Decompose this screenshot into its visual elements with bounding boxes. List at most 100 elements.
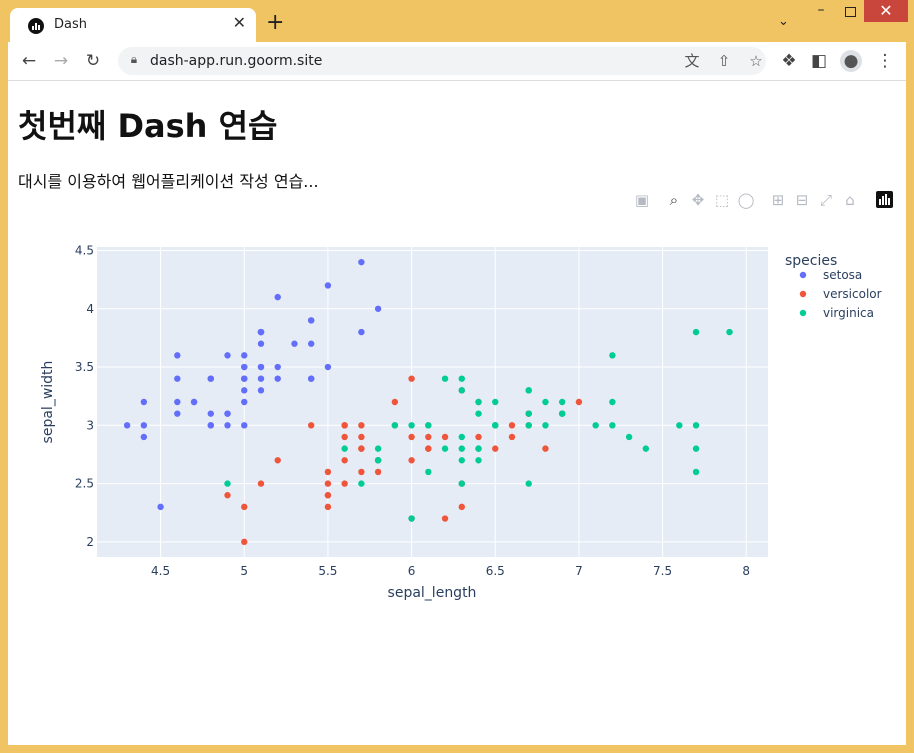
point-setosa[interactable] [307,340,315,347]
point-versicolor[interactable] [341,422,348,429]
point-virginica[interactable] [525,410,532,417]
point-versicolor[interactable] [508,422,516,429]
zoom-in-icon[interactable]: ⊞ [771,191,785,209]
pan-icon[interactable]: ✥ [691,191,705,209]
point-virginica[interactable] [408,515,415,522]
point-setosa[interactable] [257,375,265,382]
point-versicolor[interactable] [458,503,465,511]
point-virginica[interactable] [475,457,482,464]
reset-axes-icon[interactable]: ⌂ [845,191,855,209]
point-versicolor[interactable] [425,433,432,441]
side-panel-icon[interactable]: ◧ [810,51,828,71]
point-setosa[interactable] [274,363,281,371]
point-versicolor[interactable] [391,398,399,406]
point-setosa[interactable] [257,340,265,347]
zoom-out-icon[interactable]: ⊟ [795,191,809,209]
point-versicolor[interactable] [358,422,365,429]
minimize-icon[interactable]: – [817,2,825,18]
point-virginica[interactable] [475,410,482,417]
point-virginica[interactable] [408,422,415,429]
profile-icon[interactable]: ● [840,50,862,72]
point-virginica[interactable] [726,328,733,336]
menu-icon[interactable]: ⋮ [876,51,894,71]
back-icon[interactable]: ← [21,51,37,71]
point-setosa[interactable] [374,305,382,312]
point-setosa[interactable] [241,352,248,359]
lasso-icon[interactable]: ◯ [737,191,755,209]
point-versicolor[interactable] [324,468,332,476]
point-virginica[interactable] [492,398,499,406]
point-virginica[interactable] [475,398,482,406]
scatter-chart[interactable]: 4.5 5 5.5 6 6.5 7 7.5 8 2 2.5 3 3.5 4 4.5 sepal_leng… [8,81,906,601]
point-setosa[interactable] [207,375,214,382]
point-setosa[interactable] [307,375,315,382]
point-setosa[interactable] [140,433,148,441]
point-versicolor[interactable] [324,480,332,487]
plot-area[interactable] [97,247,768,557]
point-versicolor[interactable] [475,433,482,441]
camera-icon[interactable]: ▣ [634,191,650,209]
url-text[interactable]: dash-app.run.goorm.site [150,53,323,69]
point-virginica[interactable] [441,445,449,452]
point-setosa[interactable] [207,410,214,417]
address-bar[interactable]: 🔒︎ dash-app.run.goorm.site 文 ⇧ ☆ [118,47,766,75]
legend-marker-setosa[interactable] [799,271,807,279]
plotly-logo-icon[interactable] [876,191,893,208]
point-virginica[interactable] [492,422,499,429]
point-setosa[interactable] [241,387,248,394]
point-virginica[interactable] [458,480,465,487]
point-virginica[interactable] [425,468,432,476]
point-versicolor[interactable] [358,445,365,452]
point-versicolor[interactable] [257,480,265,487]
point-virginica[interactable] [441,375,449,382]
legend-item-setosa[interactable]: setosa [823,268,862,282]
point-versicolor[interactable] [508,433,516,441]
legend-item-versicolor[interactable]: versicolor [823,287,882,301]
point-virginica[interactable] [609,352,616,359]
autoscale-icon[interactable]: ⤢ [819,191,832,209]
new-tab-button[interactable]: + [266,10,285,35]
lock-icon[interactable]: 🔒︎ [130,52,138,66]
point-setosa[interactable] [157,503,164,511]
point-virginica[interactable] [542,422,549,429]
point-setosa[interactable] [140,398,148,406]
point-versicolor[interactable] [408,457,415,464]
point-setosa[interactable] [224,410,231,417]
translate-icon[interactable]: 文 [684,52,700,70]
point-setosa[interactable] [174,375,181,382]
point-setosa[interactable] [358,258,365,266]
point-versicolor[interactable] [408,433,415,441]
point-setosa[interactable] [207,422,214,429]
point-virginica[interactable] [525,422,532,429]
maximize-icon[interactable] [836,2,864,22]
point-setosa[interactable] [257,328,265,336]
star-icon[interactable]: ☆ [749,52,763,70]
point-virginica[interactable] [692,422,700,429]
browser-tab[interactable]: Dash ✕ [10,8,256,42]
point-setosa[interactable] [241,363,248,371]
point-versicolor[interactable] [341,480,348,487]
point-setosa[interactable] [190,398,198,406]
point-versicolor[interactable] [307,422,315,429]
point-virginica[interactable] [692,445,700,452]
point-versicolor[interactable] [408,375,415,382]
point-virginica[interactable] [676,422,683,429]
point-setosa[interactable] [174,410,181,417]
zoom-icon[interactable]: ⌕ [669,191,679,209]
point-versicolor[interactable] [542,445,549,452]
point-virginica[interactable] [458,457,465,464]
point-virginica[interactable] [558,398,566,406]
point-versicolor[interactable] [224,492,231,499]
point-virginica[interactable] [609,398,616,406]
point-setosa[interactable] [224,352,231,359]
extensions-icon[interactable]: ❖ [781,51,797,71]
point-virginica[interactable] [458,445,465,452]
point-virginica[interactable] [642,445,650,452]
point-virginica[interactable] [425,422,432,429]
point-setosa[interactable] [257,363,265,371]
point-virginica[interactable] [458,375,465,382]
point-virginica[interactable] [525,387,532,394]
point-virginica[interactable] [692,468,700,476]
point-setosa[interactable] [174,398,181,406]
legend-marker-versicolor[interactable] [799,290,807,298]
